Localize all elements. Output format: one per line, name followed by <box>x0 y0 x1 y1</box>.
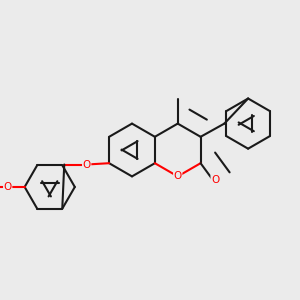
Text: O: O <box>211 175 219 185</box>
Text: O: O <box>4 182 12 192</box>
Text: O: O <box>82 160 91 170</box>
Text: O: O <box>174 171 182 182</box>
